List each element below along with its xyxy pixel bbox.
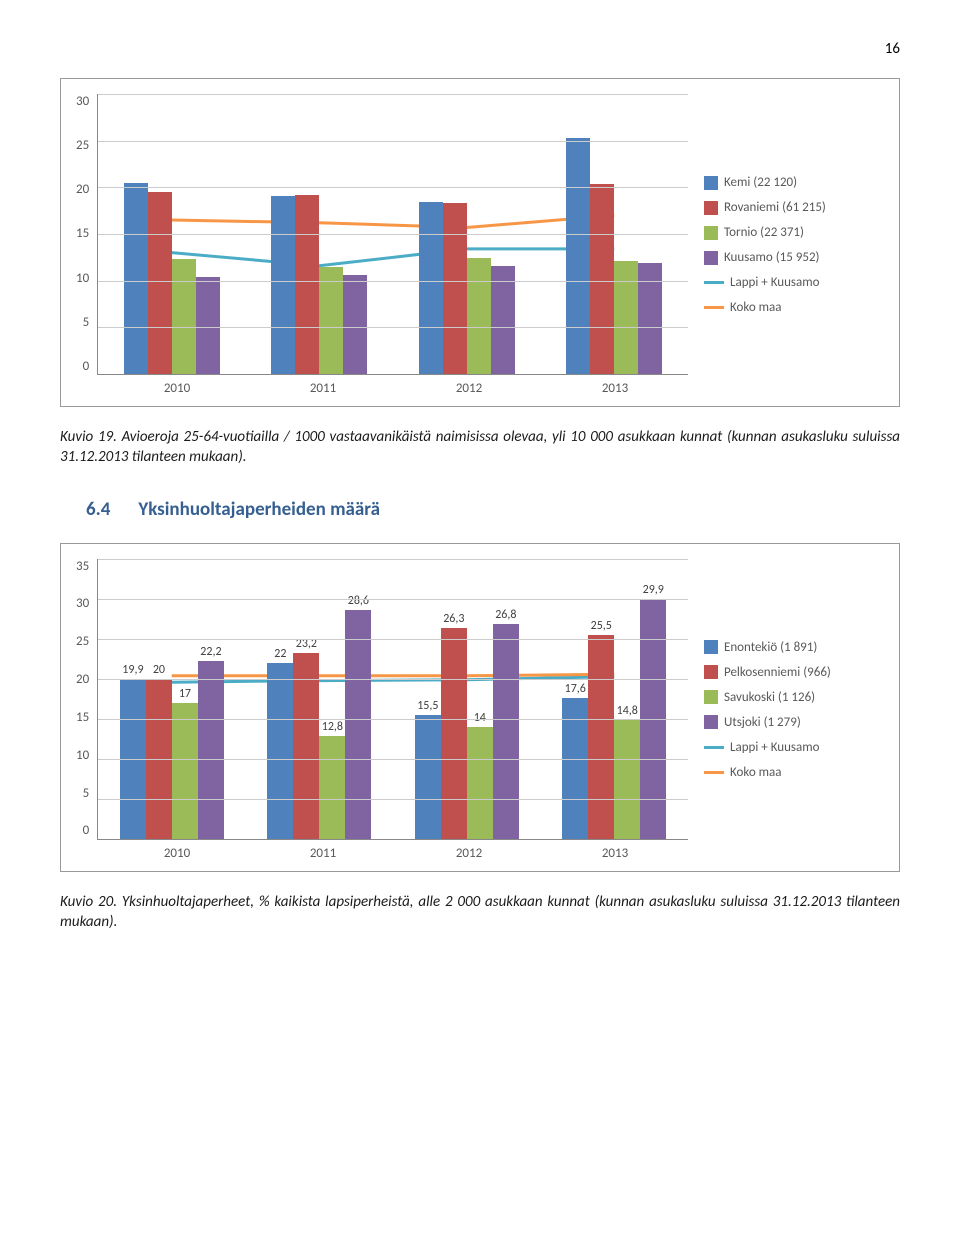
chart2-y-axis: 35302520151050 [76,559,97,839]
bar: 12,8 [319,736,345,838]
bar [271,196,295,374]
legend-item: Koko maa [704,300,884,315]
chart-1: 302520151050 2010201120122013 Kemi (22 1… [60,78,900,407]
chart2-plot: 19,9201722,22223,212,828,615,526,31426,8… [97,559,688,840]
bar [124,183,148,374]
caption-1: Kuvio 19. Avioeroja 25-64-vuotiailla / 1… [60,427,900,468]
bar [566,138,590,374]
bar: 14,8 [614,720,640,838]
legend-item: Lappi + Kuusamo [704,740,884,755]
chart1-x-axis: 2010201120122013 [76,375,688,396]
legend-item: Rovaniemi (61 215) [704,200,884,215]
bar [590,184,614,374]
legend-item: Kemi (22 120) [704,175,884,190]
bar [343,275,367,374]
section-heading: 6.4 Yksinhuoltajaperheiden määrä [86,498,900,521]
chart1-plot [97,94,688,375]
bar: 22 [267,663,293,839]
bar [491,266,515,374]
chart1-legend: Kemi (22 120) Rovaniemi (61 215) Tornio (2… [688,94,884,396]
bar: 15,5 [415,715,441,839]
legend-item: Savukoski (1 126) [704,690,884,705]
legend-item: Utsjoki (1 279) [704,715,884,730]
bar: 28,6 [345,610,371,839]
section-title: Yksinhuoltajaperheiden määrä [138,498,380,521]
bar [443,203,467,374]
bar: 26,8 [493,624,519,838]
bar: 23,2 [293,653,319,839]
legend-item: Tornio (22 371) [704,225,884,240]
chart1-y-axis: 302520151050 [76,94,97,374]
legend-item: Lappi + Kuusamo [704,275,884,290]
bar [419,202,443,374]
bar [172,259,196,374]
caption-2: Kuvio 20. Yksinhuoltajaperheet, % kaikis… [60,892,900,933]
bar [319,267,343,374]
bar: 25,5 [588,635,614,839]
bar [148,192,172,374]
legend-item: Kuusamo (15 952) [704,250,884,265]
bar: 26,3 [441,628,467,838]
chart-2: 35302520151050 19,9201722,22223,212,828,… [60,543,900,872]
chart2-legend: Enontekiö (1 891) Pelkosenniemi (966) Savu… [688,559,884,861]
bar [467,258,491,374]
bar [638,263,662,374]
page-number: 16 [60,40,900,58]
bar: 17 [172,703,198,839]
bar [614,261,638,374]
legend-item: Koko maa [704,765,884,780]
bar [295,195,319,374]
chart2-x-axis: 2010201120122013 [76,840,688,861]
legend-item: Pelkosenniemi (966) [704,665,884,680]
bar: 14 [467,727,493,839]
legend-item: Enontekiö (1 891) [704,640,884,655]
bar: 22,2 [198,661,224,839]
bar [196,277,220,374]
section-number: 6.4 [86,498,110,521]
